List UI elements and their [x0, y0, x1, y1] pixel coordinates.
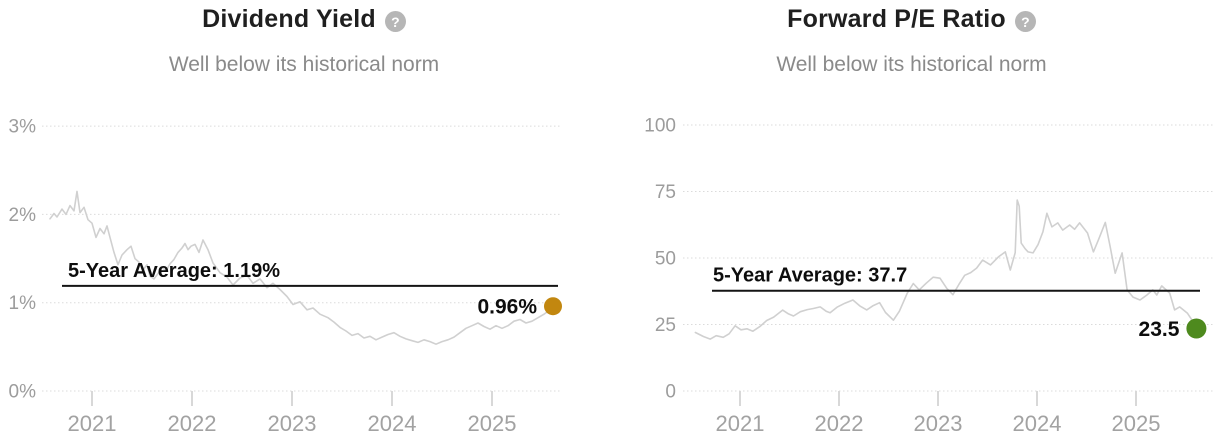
y-axis-label: 2%: [9, 205, 37, 226]
x-axis-label: 2023: [914, 411, 963, 436]
forward-pe-title: Forward P/E Ratio: [787, 5, 1006, 33]
y-axis-label: 0%: [9, 382, 37, 403]
dividend-yield-chart: 0% 1% 2% 3% 2021 2022 2023 2024 2025 5-Year Avera…: [9, 117, 562, 436]
forward-pe-title-row: Forward P/E Ratio ?: [608, 3, 1215, 36]
dividend-yield-title: Dividend Yield: [202, 5, 376, 33]
current-value-label: 0.96%: [477, 296, 537, 319]
current-value-label: 23.5: [1139, 318, 1180, 341]
forward-pe-subtitle: Well below its historical norm: [776, 53, 1047, 76]
forward-pe-panel: Forward P/E Ratio ? Well below its histo…: [608, 0, 1215, 441]
current-value-dot: [1186, 318, 1207, 339]
series-line: [49, 190, 554, 345]
x-axis-label: 2021: [716, 411, 765, 436]
dividend-yield-title-row: Dividend Yield ?: [0, 3, 608, 36]
x-axis-label: 2024: [1013, 411, 1062, 436]
question-mark-icon[interactable]: ?: [1014, 11, 1036, 32]
x-axis-label: 2025: [1112, 411, 1161, 436]
y-axis-label: 0: [665, 382, 676, 403]
x-axis-label: 2025: [468, 411, 517, 436]
current-value-dot: [544, 297, 562, 316]
y-axis-label: 50: [655, 249, 676, 270]
average-label: 5-Year Average: 37.7: [713, 265, 907, 287]
x-axis-label: 2021: [68, 411, 117, 436]
forward-pe-chart: 0 25 50 75 100 2021 2022 2023 2024 2025 5-Year Ave…: [644, 116, 1215, 436]
series-line: [694, 199, 1198, 340]
average-label: 5-Year Average: 1.19%: [68, 260, 280, 282]
question-mark-icon[interactable]: ?: [384, 11, 406, 32]
y-axis-label: 1%: [9, 293, 37, 314]
x-axis-label: 2023: [268, 411, 317, 436]
dividend-yield-subtitle: Well below its historical norm: [168, 53, 440, 76]
x-axis-label: 2022: [168, 411, 217, 436]
y-axis-label: 100: [644, 116, 676, 137]
y-axis-label: 3%: [9, 117, 37, 138]
x-axis-label: 2024: [368, 411, 417, 436]
x-axis-label: 2022: [815, 411, 864, 436]
dividend-yield-panel: Dividend Yield ? Well below its historic…: [0, 3, 608, 436]
y-axis-label: 25: [655, 315, 676, 336]
y-axis-label: 75: [655, 182, 676, 203]
